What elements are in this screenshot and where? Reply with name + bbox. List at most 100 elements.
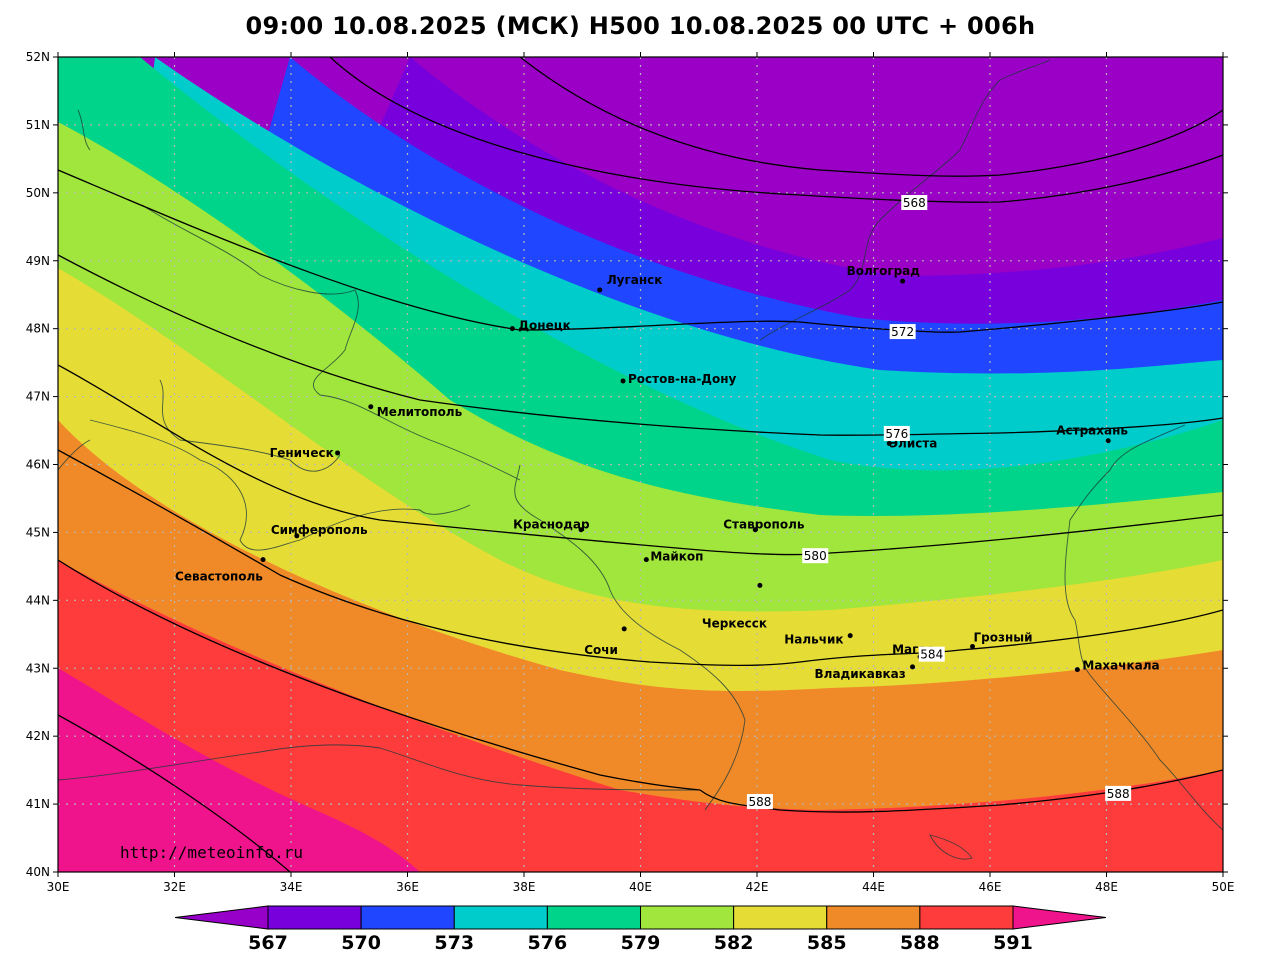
lat-label: 47N (26, 390, 50, 404)
lon-label: 36E (396, 880, 419, 894)
contour-label-bg (918, 646, 945, 662)
city-label: Волгоград (847, 264, 921, 278)
colorbar-label: 582 (714, 932, 754, 954)
contour-568 (329, 57, 1223, 203)
contour-lines (58, 57, 1223, 872)
city-marker (335, 450, 341, 456)
colorbar-right-arrow (1012, 905, 1107, 930)
lat-label: 43N (26, 661, 50, 675)
colorbar-label: 579 (621, 932, 661, 954)
lon-label: 30E (47, 880, 70, 894)
city-label: Симферополь (271, 523, 368, 537)
band-588-591 (58, 560, 1223, 872)
city-marker (1105, 438, 1111, 444)
city-marker (597, 287, 603, 293)
lat-label: 49N (26, 254, 50, 268)
colorbar-segment (267, 905, 362, 930)
lon-label: 40E (629, 880, 652, 894)
city-label: Грозный (974, 631, 1033, 645)
city-marker (621, 626, 627, 632)
city-markers: Волгоград Луганск Донецк Ростов-на-Дону Мели… (175, 264, 1160, 681)
city-marker (509, 326, 515, 332)
band-above-591 (58, 668, 420, 872)
contour-label: 584 (920, 648, 943, 662)
lat-label: 41N (26, 797, 50, 811)
lon-label: 34E (280, 880, 303, 894)
city-marker (757, 582, 763, 588)
city-marker (643, 557, 649, 563)
colorbar-label: 588 (900, 932, 940, 954)
colorbar-segment (733, 905, 828, 930)
city-marker (910, 664, 916, 670)
contour-label: 580 (804, 549, 827, 563)
city-marker (1074, 667, 1080, 673)
contour-label-bg (802, 548, 829, 564)
lat-label: 45N (26, 525, 50, 539)
contour-576 (58, 254, 1223, 436)
lat-label: 51N (26, 118, 50, 132)
contour-584 (58, 449, 1223, 667)
lat-label: 40N (26, 865, 50, 879)
city-marker (368, 404, 374, 410)
city-marker (578, 527, 584, 533)
colorbar-segment (826, 905, 921, 930)
lat-label: 50N (26, 186, 50, 200)
colorbar-segment (360, 905, 455, 930)
city-label: Майкоп (650, 550, 703, 564)
colorbar-label: 570 (341, 932, 381, 954)
colorbar-label: 567 (248, 932, 288, 954)
colorbar-label: 591 (993, 932, 1033, 954)
contour-label: 572 (891, 325, 914, 339)
city-label: Астрахань (1056, 424, 1128, 438)
city-marker (900, 278, 906, 284)
lat-label: 42N (26, 729, 50, 743)
contour-label-bg (746, 794, 773, 810)
city-label: Ростов-на-Дону (628, 372, 737, 386)
contour-label: 568 (903, 196, 926, 210)
lat-label: 44N (26, 593, 50, 607)
colorbar-left-arrow (174, 905, 269, 930)
lon-label: 48E (1095, 880, 1118, 894)
lon-label: 42E (746, 880, 769, 894)
city-marker (260, 557, 266, 563)
city-marker (620, 378, 626, 384)
city-label: Мелитополь (377, 405, 463, 419)
contour-label: 588 (1107, 787, 1130, 801)
city-label: Нальчик (784, 633, 843, 647)
city-label: Донецк (518, 319, 570, 333)
colorbar-segment (919, 905, 1014, 930)
city-marker (294, 533, 300, 539)
lon-label: 32E (163, 880, 186, 894)
colorbar-label: 573 (434, 932, 474, 954)
contour-572 (58, 169, 1223, 333)
contour-label: 576 (885, 427, 908, 441)
contour-label-bg (889, 324, 916, 340)
colorbar-segment (453, 905, 548, 930)
city-label: Краснодар (513, 518, 590, 532)
coastlines (58, 59, 1223, 860)
map-plot-area: Волгоград Луганск Донецк Ростов-на-Дону Мели… (58, 57, 1223, 872)
contour-564 (519, 57, 1223, 177)
lon-label: 38E (513, 880, 536, 894)
city-label: Махачкала (1082, 659, 1159, 673)
contour-label-bg (883, 425, 910, 441)
colorbar-label: 585 (807, 932, 847, 954)
lon-label: 44E (862, 880, 885, 894)
contour-label: 588 (748, 795, 771, 809)
city-label: Луганск (607, 273, 663, 287)
city-marker (752, 527, 758, 533)
city-label: Геническ (270, 446, 334, 460)
contour-label-bg (901, 195, 928, 211)
map-title: 09:00 10.08.2025 (МСК) H500 10.08.2025 0… (245, 12, 1036, 40)
city-marker (847, 633, 853, 639)
colorbar: 567 570 573 576 579 582 585 588 591 (174, 905, 1107, 954)
city-label: Ставрополь (723, 518, 805, 532)
colorbar-label: 576 (528, 932, 568, 954)
city-marker (970, 644, 976, 650)
contour-592 (58, 714, 291, 872)
city-label: Черкесск (702, 616, 767, 630)
lat-label: 46N (26, 458, 50, 472)
lon-label: 46E (979, 880, 1002, 894)
colorbar-segment (546, 905, 641, 930)
